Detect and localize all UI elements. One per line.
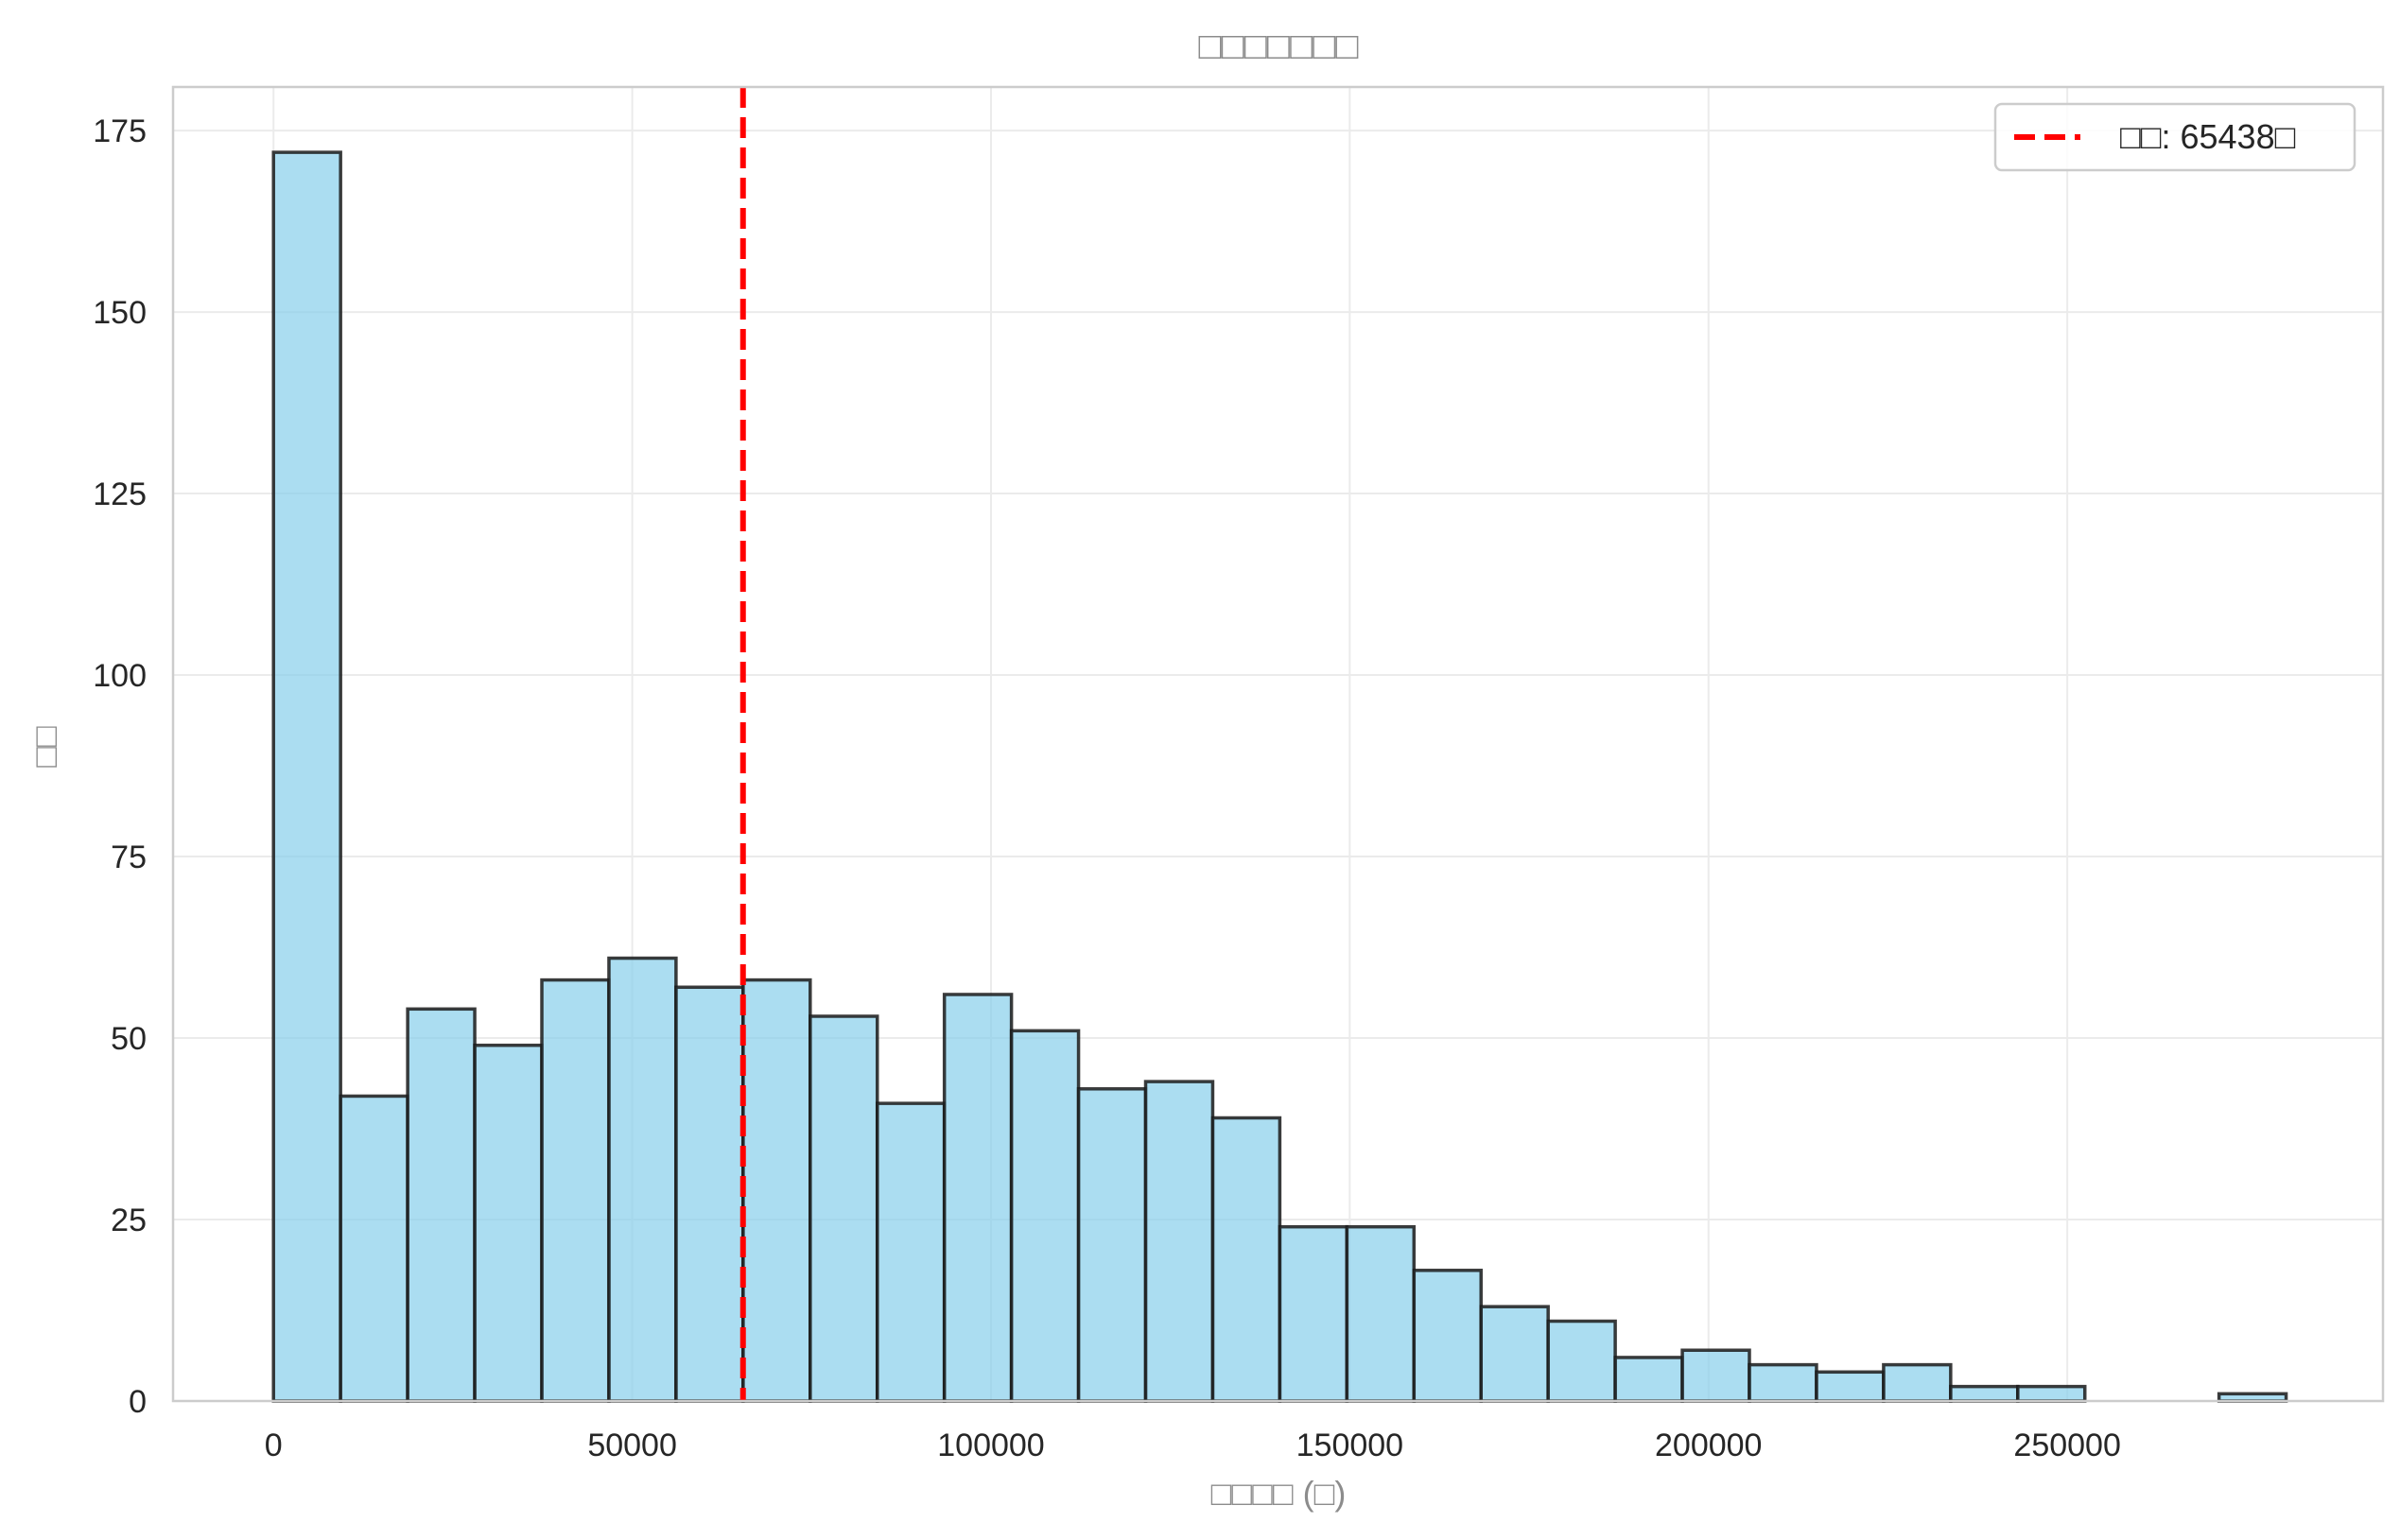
x-tick-label-0: 0: [265, 1428, 283, 1463]
legend-box: [1993, 102, 2357, 172]
histogram-bar-16: [1345, 1224, 1417, 1403]
histogram-bar-20: [1613, 1356, 1684, 1403]
histogram-bar-25: [1949, 1384, 2020, 1403]
x-axis-title: □□□□ (□): [1211, 1474, 1347, 1513]
histogram-bar-19: [1546, 1319, 1617, 1403]
histogram-bar-9: [875, 1101, 947, 1403]
histogram-bar-18: [1479, 1305, 1550, 1403]
histogram-bar-12: [1076, 1087, 1148, 1403]
histogram-bar-17: [1412, 1269, 1483, 1403]
histogram-bar-3: [473, 1043, 544, 1403]
histogram-bar-6: [674, 985, 745, 1403]
x-tick-label-1: 50000: [587, 1428, 677, 1463]
histogram-bar-15: [1278, 1224, 1349, 1403]
y-tick-label-4: 100: [93, 658, 147, 694]
y-tick-label-0: 0: [129, 1384, 147, 1420]
histogram-bar-26: [2016, 1384, 2087, 1403]
histogram-bar-7: [741, 978, 812, 1403]
histogram-bar-23: [1815, 1370, 1886, 1403]
x-tick-label-3: 150000: [1296, 1428, 1403, 1463]
histogram-bar-24: [1882, 1362, 1953, 1403]
y-tick-label-5: 125: [93, 476, 147, 512]
histogram-bar-22: [1748, 1362, 1818, 1403]
x-tick-label-2: 100000: [937, 1428, 1044, 1463]
y-tick-label-1: 25: [111, 1203, 147, 1238]
y-axis-title: □□: [26, 726, 64, 768]
histogram-bar-0: [271, 150, 342, 1403]
histogram-bar-14: [1210, 1116, 1282, 1403]
chart-title: □□□□□□□: [1198, 26, 1358, 67]
histogram-bar-5: [607, 956, 678, 1403]
x-axis-ticks: 0 50000 100000 150000 200000 250000: [265, 1428, 2121, 1463]
y-tick-label-6: 150: [93, 295, 147, 331]
y-tick-label-7: 175: [93, 113, 147, 149]
histogram-bar-1: [339, 1094, 409, 1403]
histogram-bars: [271, 150, 2288, 1403]
histogram-bar-8: [809, 1014, 879, 1403]
histogram-bar-21: [1680, 1348, 1751, 1403]
histogram-bar-4: [540, 978, 611, 1403]
histogram-bar-11: [1009, 1029, 1081, 1403]
x-tick-label-5: 250000: [2013, 1428, 2120, 1463]
x-tick-label-4: 200000: [1655, 1428, 1762, 1463]
histogram-bar-2: [406, 1007, 477, 1403]
y-axis-ticks: 0 25 50 75 100 125 150 175: [93, 113, 147, 1420]
histogram-bar-13: [1143, 1080, 1215, 1403]
plot-frame: [171, 85, 2385, 1403]
legend: □□: 65438□: [1993, 102, 2357, 172]
legend-label-mean: □□: 65438□: [2120, 117, 2296, 156]
y-tick-label-2: 50: [111, 1021, 147, 1057]
histogram-bar-10: [942, 993, 1014, 1403]
y-tick-label-3: 75: [111, 839, 147, 875]
